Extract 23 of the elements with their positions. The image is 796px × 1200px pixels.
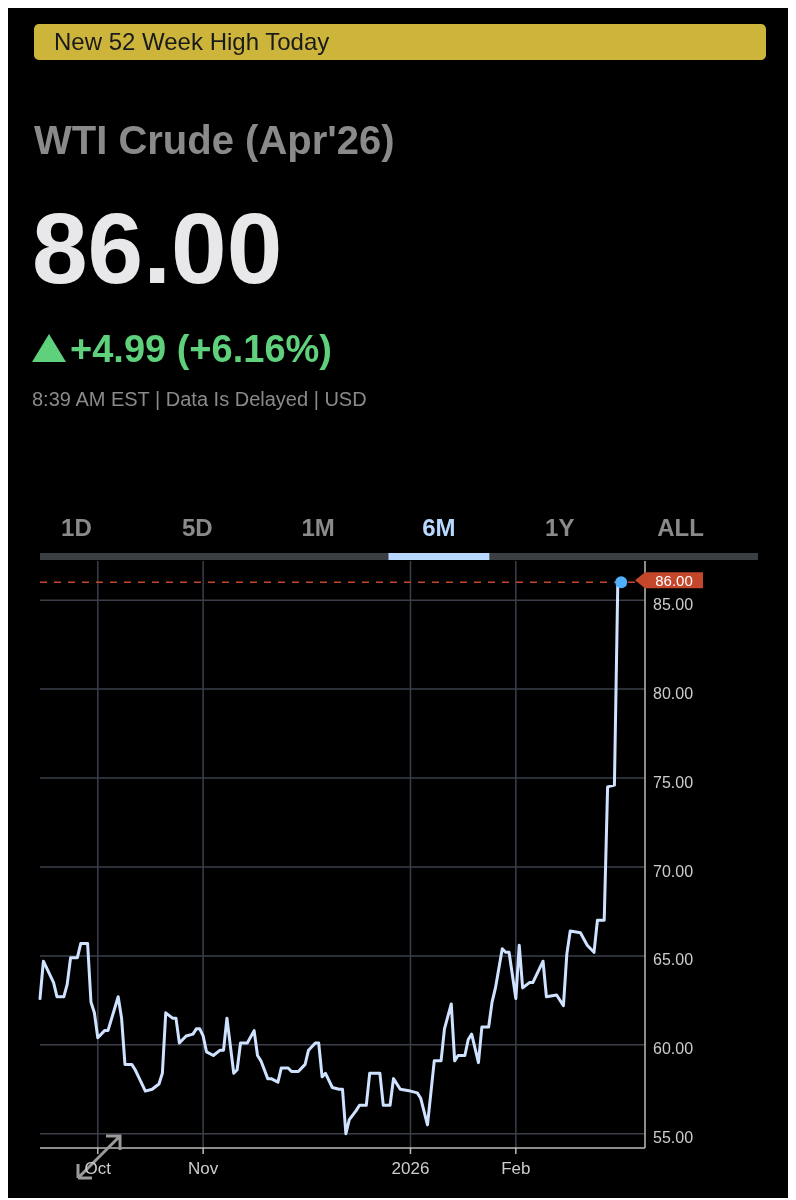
x-tick-label: Nov bbox=[188, 1159, 219, 1178]
text: 6M bbox=[422, 514, 456, 541]
text: 1Y bbox=[545, 514, 575, 541]
y-tick-label: 60.00 bbox=[653, 1040, 694, 1058]
y-tick-label: 70.00 bbox=[653, 862, 694, 880]
text: 8:39 AM EST | Data Is Delayed | USD bbox=[32, 388, 367, 410]
x-tick-label: 2026 bbox=[391, 1159, 430, 1178]
chart-title: WTI Crude (Apr'26) bbox=[34, 118, 395, 162]
y-tick-label: 55.00 bbox=[653, 1129, 694, 1147]
y-tick-label: 85.00 bbox=[653, 595, 694, 613]
text: New 52 Week High Today bbox=[54, 28, 330, 55]
text: ALL bbox=[657, 514, 704, 541]
x-tick-label: Oct bbox=[84, 1159, 112, 1178]
text: 1D bbox=[61, 514, 92, 541]
y-tick-label: 65.00 bbox=[653, 951, 694, 969]
ref-line-label: 86.00 bbox=[655, 571, 693, 589]
text: 86.00 bbox=[32, 192, 283, 304]
y-tick-label: 75.00 bbox=[653, 773, 694, 791]
y-tick-label: 80.00 bbox=[653, 684, 694, 702]
text: 5D bbox=[181, 514, 213, 541]
x-tick-label: Feb bbox=[501, 1159, 531, 1178]
text: 1M bbox=[301, 514, 335, 541]
text: +4.99 (+6.16%) bbox=[70, 328, 332, 370]
